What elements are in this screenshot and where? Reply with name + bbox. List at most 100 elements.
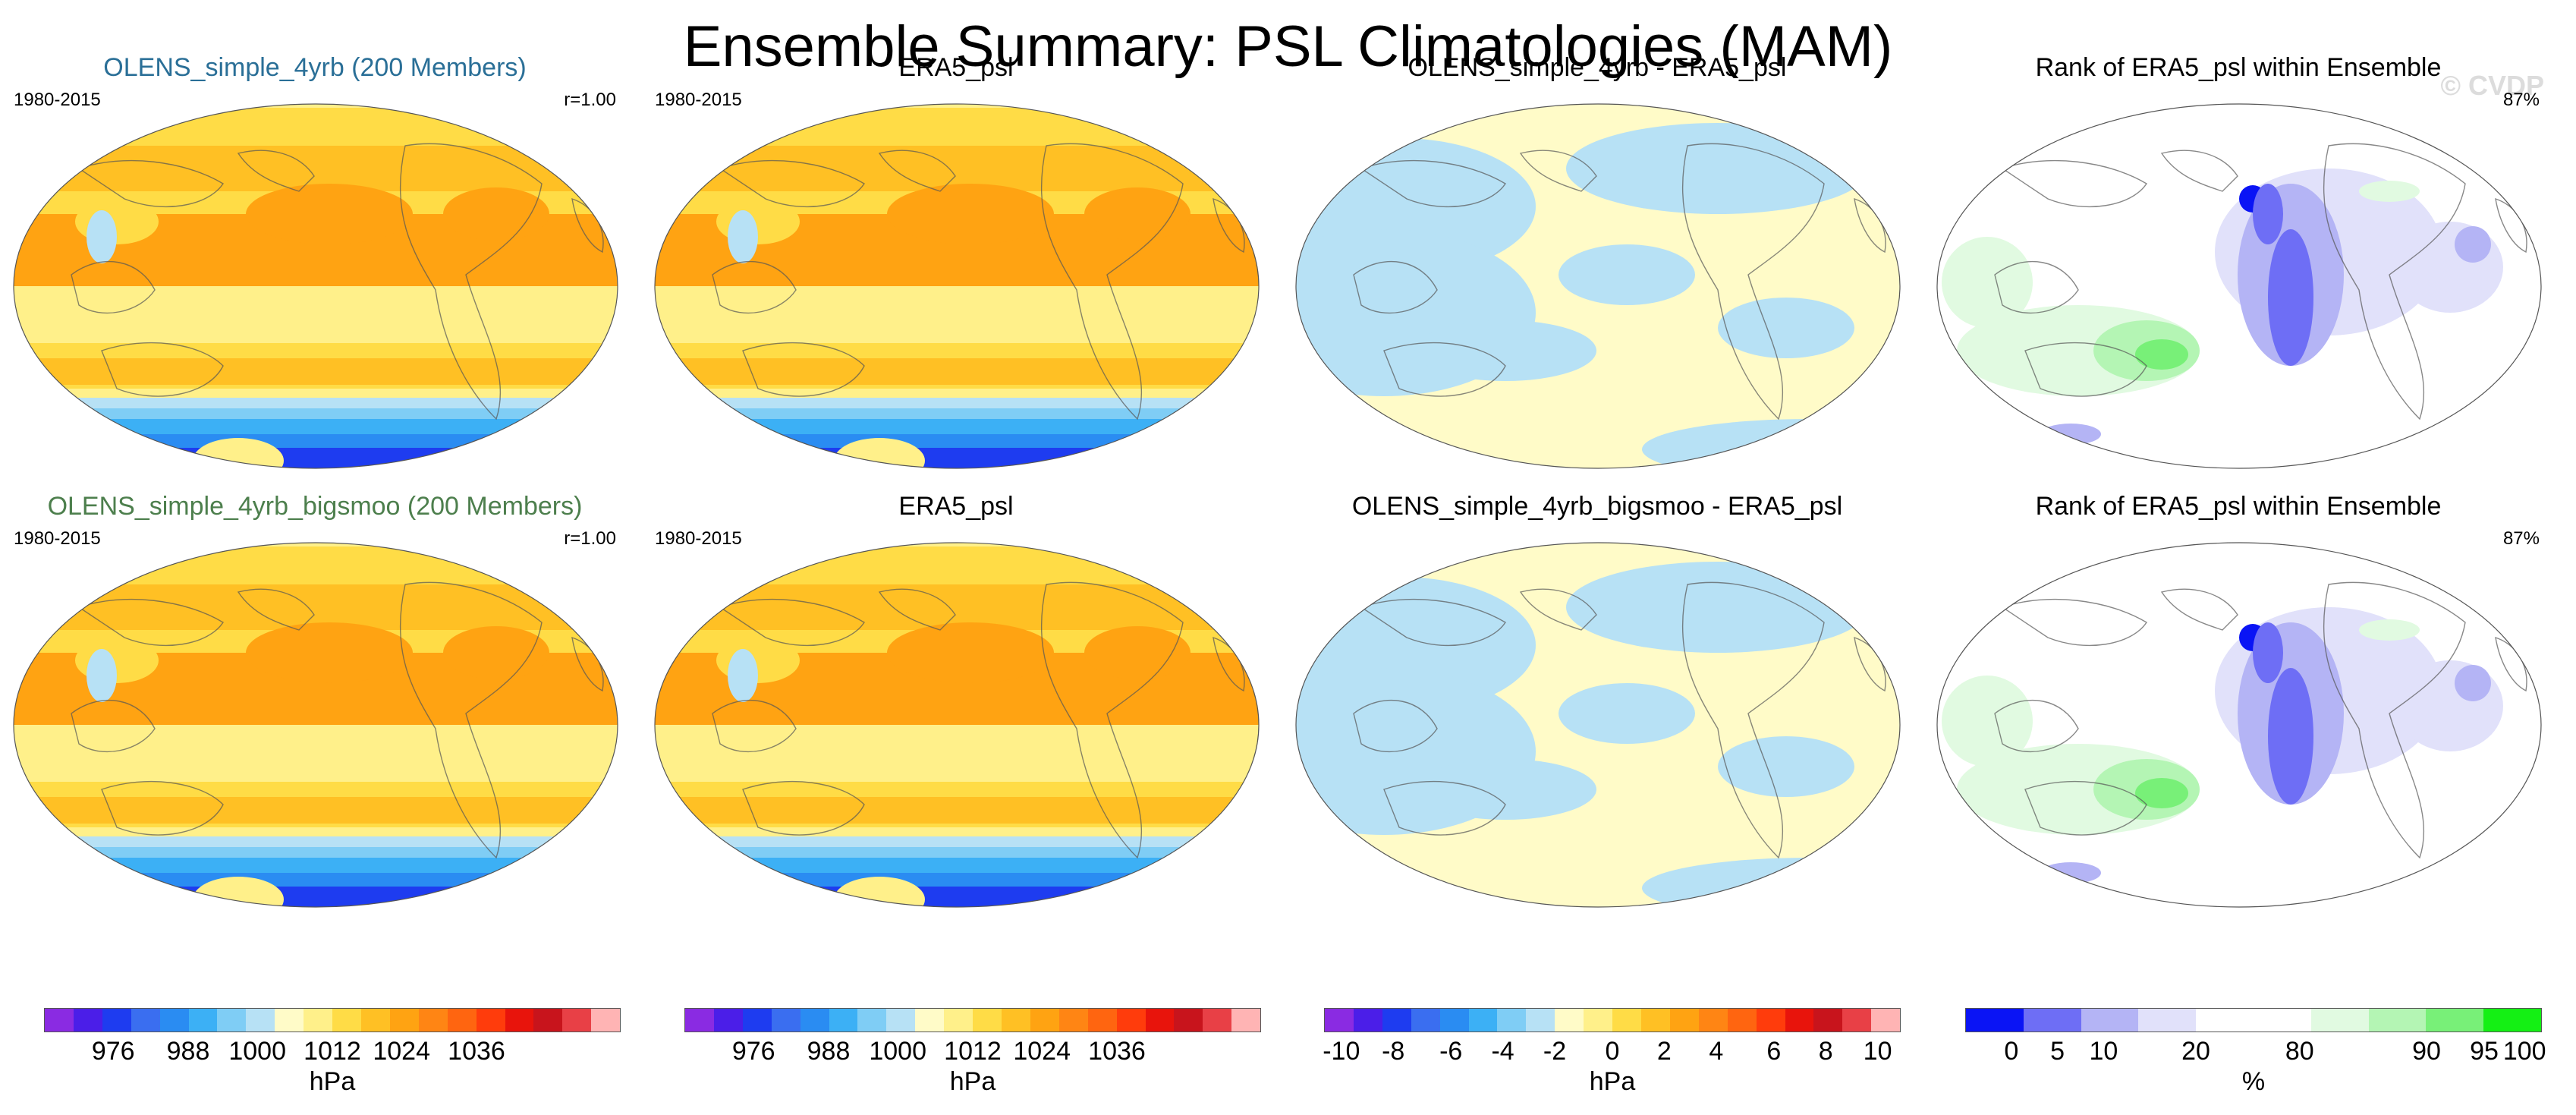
panel-1: OLENS_simple_4yrb (200 Members) 1980-201… (0, 53, 630, 478)
colorbar-swatch (2253, 1009, 2311, 1032)
colorbar-swatch (1813, 1009, 1843, 1032)
cvdp-watermark: © CVDP (2440, 70, 2544, 101)
colorbar-swatch (389, 1009, 419, 1032)
colorbar-tick-label: 988 (807, 1037, 851, 1066)
colorbar-tick-label: 20 (2181, 1037, 2210, 1066)
colorbar-swatch (685, 1009, 714, 1032)
colorbar-swatch (1439, 1009, 1469, 1032)
colorbar-swatch (1411, 1009, 1440, 1032)
colorbar-swatch (1001, 1009, 1030, 1032)
colorbar-tick-label: 0 (2004, 1037, 2019, 1066)
colorbar-tick-label: -6 (1439, 1037, 1463, 1066)
colorbar-tick-label: 976 (731, 1037, 775, 1066)
panel-title: OLENS_simple_4yrb (200 Members) (103, 53, 527, 82)
colorbar-swatch (1231, 1009, 1261, 1032)
colorbar-swatch (476, 1009, 505, 1032)
colorbar-swatch (159, 1009, 189, 1032)
colorbar-tick-label: 1036 (1088, 1037, 1146, 1066)
colorbar-tick-label: 1012 (304, 1037, 361, 1066)
rank-percent-label: 87% (2502, 528, 2540, 549)
psl-climatology-map (11, 100, 621, 472)
colorbar-swatch (533, 1009, 563, 1032)
colorbar-swatch (447, 1009, 477, 1032)
colorbar-swatch (973, 1009, 1002, 1032)
rank-map (1934, 539, 2544, 911)
colorbar-swatch (2368, 1009, 2427, 1032)
map-canvas (13, 542, 618, 908)
colorbar-tick-label: 100 (2502, 1037, 2546, 1066)
colorbar-tick-label: 976 (91, 1037, 135, 1066)
colorbar-swatch (1871, 1009, 1901, 1032)
colorbar-swatch (1145, 1009, 1175, 1032)
colorbar-swatch (102, 1009, 131, 1032)
colorbar-tick-label: 0 (1605, 1037, 1620, 1066)
colorbar-swatch (1966, 1009, 2024, 1032)
colorbar-3: hPa -10 -8 -6 -4 -2 0 2 4 6 8 10 (1323, 1008, 1901, 1099)
colorbar-swatch (2081, 1009, 2139, 1032)
colorbar-swatch (2310, 1009, 2369, 1032)
panel-title: ERA5_psl (898, 492, 1014, 521)
colorbar-tick-label: 6 (1766, 1037, 1782, 1066)
colorbar-swatch (1669, 1009, 1699, 1032)
panel-title: OLENS_simple_4yrb_bigsmoo (200 Members) (47, 492, 583, 521)
colorbar-swatch (45, 1009, 74, 1032)
panel-title: Rank of ERA5_psl within Ensemble (2035, 492, 2442, 521)
colorbar-boxes (44, 1008, 621, 1032)
colorbar-swatch (1203, 1009, 1232, 1032)
colorbar-boxes (684, 1008, 1261, 1032)
colorbar-swatch (1698, 1009, 1728, 1032)
colorbar-swatch (742, 1009, 772, 1032)
colorbar-tick-label: -2 (1543, 1037, 1567, 1066)
panel-title: ERA5_psl (898, 53, 1014, 82)
colorbar-unit: hPa (1589, 1067, 1636, 1096)
colorbar-swatch (1116, 1009, 1146, 1032)
rank-map (1934, 100, 2544, 472)
colorbar-tick-label: 1036 (448, 1037, 505, 1066)
colorbar-swatch (1555, 1009, 1584, 1032)
colorbar-swatch (1584, 1009, 1613, 1032)
psl-climatology-map (11, 539, 621, 911)
colorbar-swatch (1174, 1009, 1203, 1032)
panel-6: ERA5_psl 1980-2015 (641, 492, 1271, 917)
colorbar-unit: % (2241, 1067, 2266, 1096)
colorbar-swatch (1325, 1009, 1354, 1032)
colorbar-swatch (713, 1009, 743, 1032)
panel-3: OLENS_simple_4yrb - ERA5_psl (1282, 53, 1912, 478)
colorbar-swatch (1030, 1009, 1059, 1032)
colorbar-unit: hPa (949, 1067, 996, 1096)
panel-title: OLENS_simple_4yrb_bigsmoo - ERA5_psl (1351, 492, 1843, 521)
colorbar-tick-label: 1024 (373, 1037, 431, 1066)
colorbar-4: % 0 5 10 20 80 90 95 100 (1965, 1008, 2546, 1099)
colorbar-swatch (304, 1009, 333, 1032)
colorbar-swatch (2023, 1009, 2081, 1032)
psl-climatology-map (652, 539, 1262, 911)
panel-title: OLENS_simple_4yrb - ERA5_psl (1408, 53, 1787, 82)
panel-5: OLENS_simple_4yrb_bigsmoo (200 Members) … (0, 492, 630, 917)
colorbar-tick-label: 988 (166, 1037, 210, 1066)
colorbar-swatch (915, 1009, 945, 1032)
panel-8: Rank of ERA5_psl within Ensemble 87% (1923, 492, 2553, 917)
colorbar-swatch (246, 1009, 275, 1032)
colorbar-swatch (1727, 1009, 1757, 1032)
colorbar-tick-label: 1012 (944, 1037, 1002, 1066)
colorbar-tick-label: 1000 (869, 1037, 927, 1066)
colorbar-tick-label: 4 (1709, 1037, 1724, 1066)
map-canvas (1936, 542, 2542, 908)
main-title: Ensemble Summary: PSL Climatologies (MAM… (683, 14, 1893, 79)
colorbar-tick-label: -4 (1491, 1037, 1514, 1066)
colorbar-swatch (1785, 1009, 1814, 1032)
colorbar-tick-label: 10 (1863, 1037, 1892, 1066)
correlation-label: r=1.00 (564, 528, 616, 549)
colorbar-tick-label: 95 (2470, 1037, 2499, 1066)
colorbar-unit: hPa (309, 1067, 356, 1096)
colorbar-swatch (1526, 1009, 1555, 1032)
period-label: 1980-2015 (14, 90, 101, 110)
colorbar-swatch (1640, 1009, 1670, 1032)
panel-title: Rank of ERA5_psl within Ensemble (2035, 53, 2442, 82)
colorbar-tick-label: -10 (1323, 1037, 1360, 1066)
colorbar-swatch (1497, 1009, 1527, 1032)
colorbar-swatch (360, 1009, 390, 1032)
period-label: 1980-2015 (655, 528, 742, 549)
colorbar-swatch (886, 1009, 916, 1032)
colorbar-swatch (332, 1009, 361, 1032)
